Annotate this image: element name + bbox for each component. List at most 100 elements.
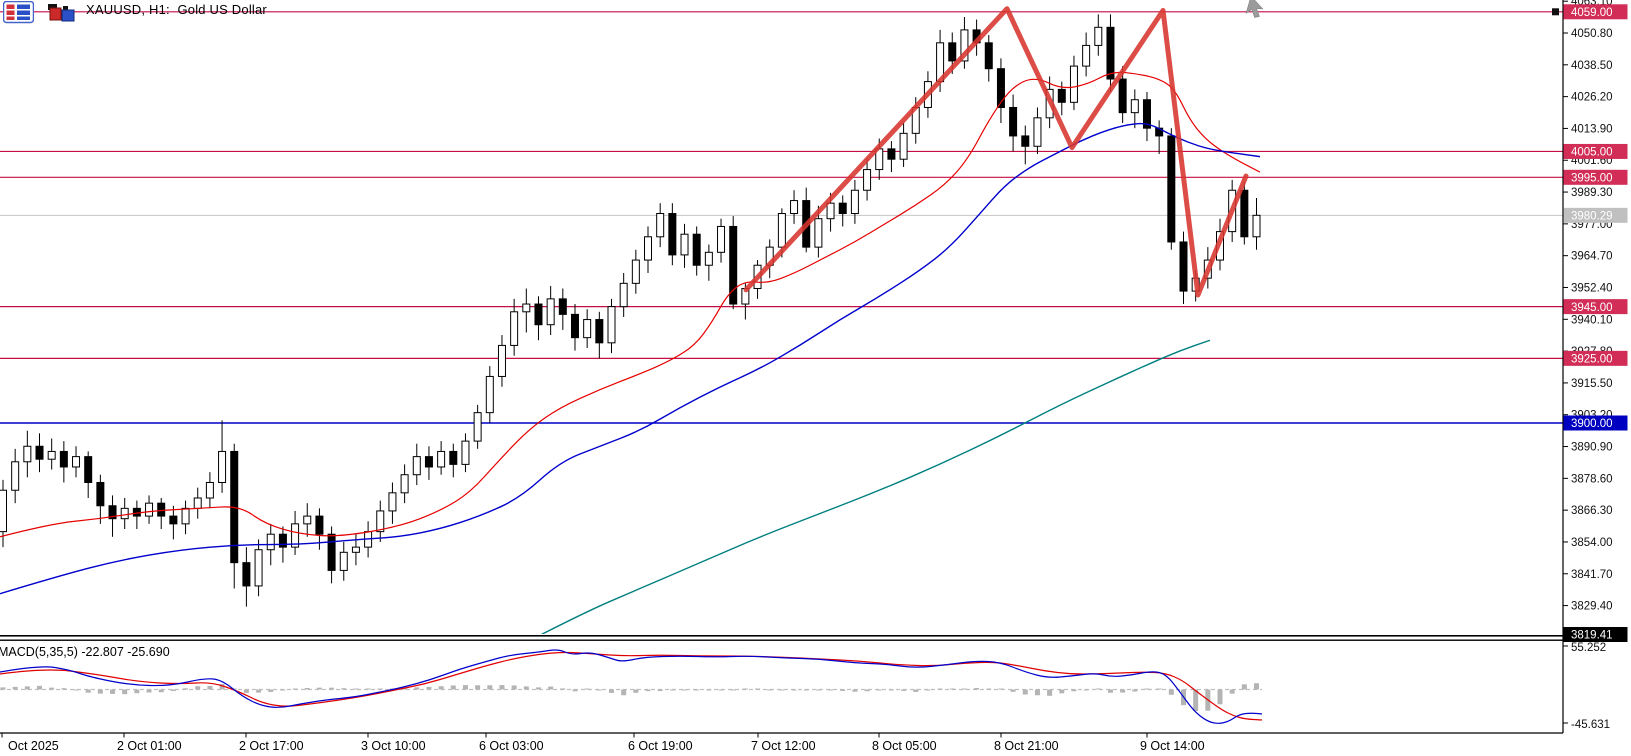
macd-histogram-bar bbox=[0, 687, 6, 690]
candle-body bbox=[315, 515, 324, 535]
candle-body bbox=[424, 456, 433, 468]
price-tick-label: 4063.10 bbox=[1571, 0, 1613, 8]
candle-body bbox=[619, 282, 628, 308]
chart-title: XAUUSD, H1: Gold US Dollar bbox=[86, 2, 267, 17]
price-label-box-3945.00[interactable] bbox=[1563, 299, 1628, 315]
candle-body bbox=[47, 450, 56, 460]
macd-histogram-bar bbox=[1144, 688, 1150, 690]
horizontal-lines-layer[interactable] bbox=[0, 8, 1563, 424]
macd-histogram-bar bbox=[243, 689, 249, 693]
candle-body bbox=[339, 551, 348, 571]
macd-histogram-bar bbox=[901, 689, 907, 691]
macd-histogram-bar bbox=[183, 688, 189, 690]
macd-histogram-bar bbox=[669, 689, 675, 691]
macd-histogram-bar bbox=[110, 689, 116, 694]
macd-scale-min: -45.631 bbox=[1571, 719, 1610, 731]
candle-body bbox=[838, 202, 847, 215]
macd-histogram-bar bbox=[365, 688, 371, 690]
time-label: 2 Oct 17:00 bbox=[239, 739, 304, 753]
macd-histogram-bar bbox=[572, 689, 578, 692]
price-label-box-3900.00[interactable] bbox=[1563, 415, 1628, 431]
price-label-box-3819.41[interactable] bbox=[1563, 627, 1628, 642]
price-label-box-4005.00[interactable] bbox=[1563, 143, 1628, 159]
macd-histogram-bar bbox=[609, 689, 614, 693]
candle-body bbox=[351, 546, 360, 553]
macd-histogram-bar bbox=[779, 689, 785, 691]
candle-body bbox=[814, 218, 823, 248]
macd-histogram-bar bbox=[986, 688, 992, 690]
macd-histogram-bar bbox=[256, 689, 262, 693]
candle-body bbox=[850, 189, 859, 215]
macd-signal-value: -25.690 bbox=[127, 645, 170, 659]
macd-main-line bbox=[0, 649, 1263, 724]
price-tick-label: 3964.70 bbox=[1571, 251, 1613, 263]
candle-body bbox=[120, 507, 129, 520]
candle-body bbox=[1130, 99, 1139, 114]
candle-body bbox=[595, 319, 604, 344]
candle-body bbox=[23, 445, 32, 463]
time-label: 8 Oct 21:00 bbox=[994, 739, 1059, 753]
candle-body bbox=[0, 489, 7, 533]
candle-body bbox=[717, 225, 726, 253]
panel-separator[interactable] bbox=[0, 635, 1563, 637]
macd-histogram-bar bbox=[974, 687, 980, 690]
price-tick-label: 4050.80 bbox=[1571, 28, 1613, 40]
candle-body bbox=[59, 450, 68, 468]
price-label-box-3995.00[interactable] bbox=[1563, 169, 1628, 185]
candle-body bbox=[656, 213, 665, 238]
candle-body bbox=[534, 303, 543, 326]
macd-histogram-bar bbox=[1156, 688, 1162, 690]
price-axis[interactable]: 4063.104050.804038.504026.204013.904001.… bbox=[1563, 0, 1628, 731]
line-handle[interactable] bbox=[1552, 8, 1559, 16]
price-label-box-3925.00[interactable] bbox=[1563, 350, 1628, 366]
candle-body bbox=[558, 298, 567, 315]
candle-body bbox=[242, 562, 251, 587]
macd-histogram-bar bbox=[596, 689, 602, 691]
candle-body bbox=[205, 481, 214, 499]
price-label-text: 3995.00 bbox=[1571, 173, 1613, 185]
price-label-text: 3925.00 bbox=[1571, 354, 1613, 366]
candle-body bbox=[1033, 117, 1042, 147]
candle-body bbox=[887, 148, 896, 160]
price-tick-label: 3952.40 bbox=[1571, 282, 1613, 294]
macd-histogram-bar bbox=[329, 687, 335, 690]
time-axis[interactable]: Oct 2025 2 Oct 01:00 2 Oct 17:00 3 Oct 10:0… bbox=[1, 733, 1205, 753]
macd-histogram-bar bbox=[511, 685, 517, 690]
time-label: 8 Oct 05:00 bbox=[872, 739, 937, 753]
macd-histogram-bar bbox=[560, 688, 566, 690]
macd-histogram-bar bbox=[61, 688, 67, 690]
candle-body bbox=[1057, 88, 1066, 103]
candle-body bbox=[254, 549, 263, 587]
macd-histogram-bar bbox=[1107, 689, 1113, 693]
macd-histogram-bar bbox=[1010, 689, 1016, 692]
macd-histogram-bar bbox=[755, 688, 761, 690]
macd-histogram-bar bbox=[1254, 683, 1260, 690]
candle-body bbox=[400, 474, 409, 494]
macd-histogram-bar bbox=[535, 687, 541, 690]
macd-histogram-bar bbox=[633, 689, 639, 693]
macd-histogram-bar bbox=[450, 685, 456, 690]
price-tick-label: 3866.30 bbox=[1571, 505, 1613, 517]
bar-chart-icon bbox=[48, 4, 75, 22]
macd-histogram-bar bbox=[1047, 689, 1053, 696]
price-label-box-3980.29[interactable] bbox=[1563, 207, 1628, 223]
candle-body bbox=[291, 523, 300, 548]
macd-histogram-bar bbox=[353, 688, 359, 690]
trend-zigzag-line[interactable] bbox=[743, 6, 1249, 298]
macd-histogram-bar bbox=[876, 689, 882, 691]
macd-histogram-bar bbox=[1193, 689, 1199, 711]
macd-histogram-bar bbox=[913, 689, 919, 692]
macd-histogram-bar bbox=[645, 689, 651, 692]
main-chart-layer bbox=[0, 6, 1261, 634]
macd-histogram-bar bbox=[316, 687, 322, 690]
macd-histogram-bar bbox=[1217, 689, 1223, 705]
candle-body bbox=[473, 412, 482, 442]
macd-scale-max: 55.252 bbox=[1571, 642, 1606, 654]
candle-body bbox=[1069, 65, 1078, 103]
macd-indicator-label: MACD(5,35,5) -22.807 -25.690 bbox=[0, 645, 170, 659]
candle-body bbox=[692, 233, 701, 266]
macd-histogram-bar bbox=[694, 689, 700, 691]
price-label-box-4059.00[interactable] bbox=[1563, 4, 1628, 20]
